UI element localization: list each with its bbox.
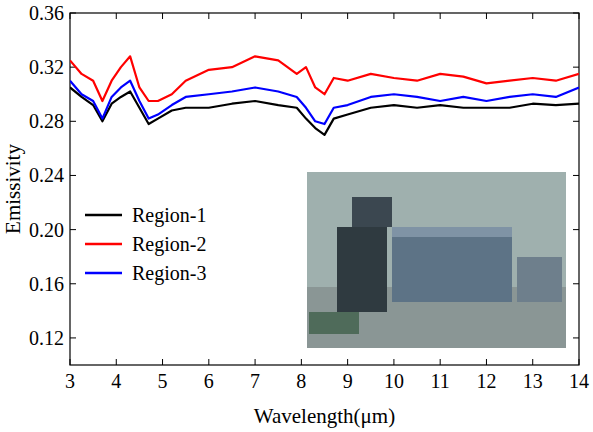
legend-swatch <box>85 214 122 217</box>
y-tick-right <box>573 175 579 176</box>
x-tick <box>116 359 117 365</box>
x-tick-label: 6 <box>204 370 214 392</box>
x-tick-top <box>440 13 441 19</box>
x-tick-top <box>116 13 117 19</box>
y-tick <box>70 337 76 338</box>
photo-microscope <box>352 197 392 227</box>
x-tick-label: 4 <box>111 370 121 392</box>
x-tick-top <box>486 13 487 19</box>
y-tick-right <box>573 67 579 68</box>
y-tick-label: 0.12 <box>29 327 64 349</box>
x-tick-top <box>347 13 348 19</box>
y-tick-label: 0.20 <box>29 219 64 241</box>
chart: 3 4 5 6 7 8 9 10 11 12 13 14 0.12 0.16 0.20 0.24 0.28 0.3… <box>0 0 593 432</box>
photo-controller <box>309 312 359 334</box>
x-tick-top <box>579 13 580 19</box>
y-tick-right <box>573 229 579 230</box>
photo-stand <box>337 227 387 312</box>
y-tick <box>70 121 76 122</box>
x-axis-title: Wavelength(μm) <box>254 404 395 428</box>
y-tick <box>70 229 76 230</box>
y-tick-label: 0.24 <box>29 164 64 186</box>
x-tick-label: 13 <box>523 370 543 392</box>
x-tick-label: 14 <box>569 370 589 392</box>
x-tick-top <box>208 13 209 19</box>
x-tick-label: 3 <box>65 370 75 392</box>
x-tick <box>255 359 256 365</box>
x-tick <box>347 359 348 365</box>
legend: Region-1 Region-2 Region-3 <box>85 204 206 285</box>
y-tick <box>70 283 76 284</box>
x-tick-label: 12 <box>476 370 496 392</box>
x-tick-top <box>255 13 256 19</box>
x-tick-label: 8 <box>296 370 306 392</box>
legend-label: Region-2 <box>132 233 206 256</box>
x-tick-top <box>532 13 533 19</box>
x-tick-top <box>301 13 302 19</box>
legend-swatch <box>85 272 122 275</box>
x-tick-label: 9 <box>343 370 353 392</box>
photo-device <box>517 257 562 302</box>
x-tick <box>208 359 209 365</box>
x-tick-top <box>393 13 394 19</box>
x-tick <box>301 359 302 365</box>
legend-label: Region-3 <box>132 262 206 285</box>
legend-swatch <box>85 243 122 246</box>
legend-label: Region-1 <box>132 204 206 227</box>
series-line <box>70 56 579 101</box>
x-tick <box>162 359 163 365</box>
x-tick <box>486 359 487 365</box>
y-tick-right <box>573 283 579 284</box>
x-tick-label: 5 <box>158 370 168 392</box>
y-tick-right <box>573 13 579 14</box>
series-group <box>70 56 579 135</box>
y-tick-label: 0.28 <box>29 110 64 132</box>
y-tick-right <box>573 337 579 338</box>
y-tick <box>70 13 76 14</box>
y-tick <box>70 175 76 176</box>
x-tick <box>532 359 533 365</box>
photo-instrument <box>392 227 512 302</box>
x-tick-top <box>162 13 163 19</box>
y-tick-label: 0.36 <box>29 2 64 24</box>
x-tick-label: 10 <box>384 370 404 392</box>
inset-photo <box>307 172 566 348</box>
plot-frame <box>70 13 579 365</box>
x-tick-label: 11 <box>431 370 450 392</box>
y-axis-title: Emissivity <box>1 144 25 234</box>
x-tick-label: 7 <box>250 370 260 392</box>
photo-instrument-top <box>392 227 512 237</box>
x-tick <box>579 359 580 365</box>
x-tick <box>393 359 394 365</box>
photo-background <box>307 172 566 348</box>
x-tick <box>440 359 441 365</box>
y-tick-label: 0.32 <box>29 56 64 78</box>
y-tick-right <box>573 121 579 122</box>
series-line <box>70 81 579 124</box>
x-tick <box>70 359 71 365</box>
x-tick-top <box>70 13 71 19</box>
y-tick-label: 0.16 <box>29 273 64 295</box>
